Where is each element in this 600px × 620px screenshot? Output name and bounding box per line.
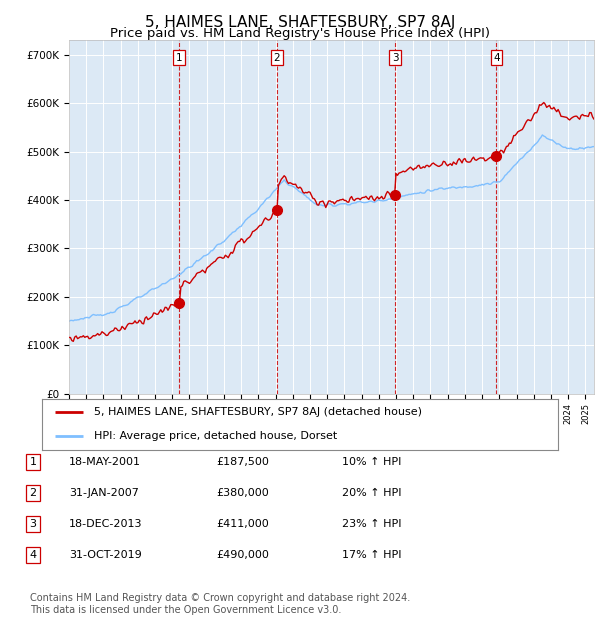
Text: 10% ↑ HPI: 10% ↑ HPI — [342, 457, 401, 467]
Text: £411,000: £411,000 — [216, 519, 269, 529]
Text: Contains HM Land Registry data © Crown copyright and database right 2024.
This d: Contains HM Land Registry data © Crown c… — [30, 593, 410, 615]
Text: £187,500: £187,500 — [216, 457, 269, 467]
Text: 4: 4 — [29, 550, 37, 560]
Text: 18-MAY-2001: 18-MAY-2001 — [69, 457, 141, 467]
Text: 31-OCT-2019: 31-OCT-2019 — [69, 550, 142, 560]
Text: HPI: Average price, detached house, Dorset: HPI: Average price, detached house, Dors… — [94, 431, 337, 441]
Text: 3: 3 — [392, 53, 398, 63]
Text: 23% ↑ HPI: 23% ↑ HPI — [342, 519, 401, 529]
Text: £380,000: £380,000 — [216, 488, 269, 498]
Text: 5, HAIMES LANE, SHAFTESBURY, SP7 8AJ (detached house): 5, HAIMES LANE, SHAFTESBURY, SP7 8AJ (de… — [94, 407, 422, 417]
Text: £490,000: £490,000 — [216, 550, 269, 560]
Text: 20% ↑ HPI: 20% ↑ HPI — [342, 488, 401, 498]
Text: 2: 2 — [29, 488, 37, 498]
Text: 31-JAN-2007: 31-JAN-2007 — [69, 488, 139, 498]
Text: 3: 3 — [29, 519, 37, 529]
Text: 5, HAIMES LANE, SHAFTESBURY, SP7 8AJ: 5, HAIMES LANE, SHAFTESBURY, SP7 8AJ — [145, 15, 455, 30]
Text: 2: 2 — [274, 53, 280, 63]
Text: Price paid vs. HM Land Registry's House Price Index (HPI): Price paid vs. HM Land Registry's House … — [110, 27, 490, 40]
Text: 1: 1 — [175, 53, 182, 63]
Text: 17% ↑ HPI: 17% ↑ HPI — [342, 550, 401, 560]
Text: 18-DEC-2013: 18-DEC-2013 — [69, 519, 143, 529]
Text: 1: 1 — [29, 457, 37, 467]
Text: 4: 4 — [493, 53, 500, 63]
